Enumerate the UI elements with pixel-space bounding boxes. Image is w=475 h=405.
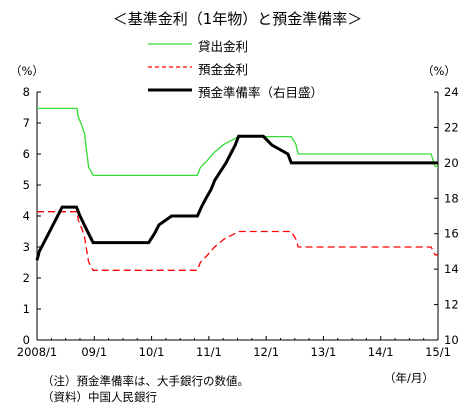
series-line-0 <box>37 107 438 177</box>
y-axis-unit-left: （%） <box>10 64 44 78</box>
y-tick-label-right: 18 <box>444 191 459 205</box>
y-tick-label-left: 1 <box>23 302 30 316</box>
legend-label-reserve-ratio: 預金準備率（右目盛） <box>198 85 324 100</box>
legend-label-lending-rate: 貸出金利 <box>198 39 249 54</box>
source-note: （資料）中国人民銀行 <box>42 390 157 404</box>
y-tick-label-left: 8 <box>23 85 30 99</box>
series-line-2 <box>35 134 438 261</box>
chart-title: ＜基準金利（1年物）と預金準備率＞ <box>112 10 363 28</box>
y-tick-label-left: 2 <box>23 271 30 285</box>
x-tick-label: 11/1 <box>196 345 222 359</box>
y-tick-label-left: 3 <box>23 240 30 254</box>
y-tick-label-right: 10 <box>444 333 459 347</box>
y-tick-label-left: 0 <box>23 333 30 347</box>
y-tick-label-right: 24 <box>444 85 459 99</box>
y-tick-label-left: 6 <box>23 147 30 161</box>
x-tick-label: 09/1 <box>81 345 107 359</box>
x-tick-label: 13/1 <box>311 345 337 359</box>
y-tick-label-right: 20 <box>444 156 459 170</box>
y-tick-label-right: 16 <box>444 227 459 241</box>
y-tick-label-right: 14 <box>444 262 459 276</box>
y-tick-label-left: 4 <box>23 209 30 223</box>
y-tick-label-right: 12 <box>444 298 459 312</box>
x-tick-label: 10/1 <box>139 345 165 359</box>
y-tick-label-left: 7 <box>23 116 30 130</box>
y-tick-label-left: 5 <box>23 178 30 192</box>
y-tick-label-right: 22 <box>444 120 459 134</box>
legend-label-deposit-rate: 預金金利 <box>198 62 249 77</box>
series-line-1 <box>37 211 438 271</box>
y-axis-unit-right: （%） <box>422 64 456 78</box>
footnote: （注）預金準備率は、大手銀行の数値。 <box>42 374 249 388</box>
x-tick-label: 2008/1 <box>17 345 57 359</box>
x-tick-label: 14/1 <box>368 345 394 359</box>
x-tick-label: 15/1 <box>425 345 451 359</box>
x-tick-label: 12/1 <box>253 345 279 359</box>
x-axis-unit: （年/月） <box>384 371 434 385</box>
